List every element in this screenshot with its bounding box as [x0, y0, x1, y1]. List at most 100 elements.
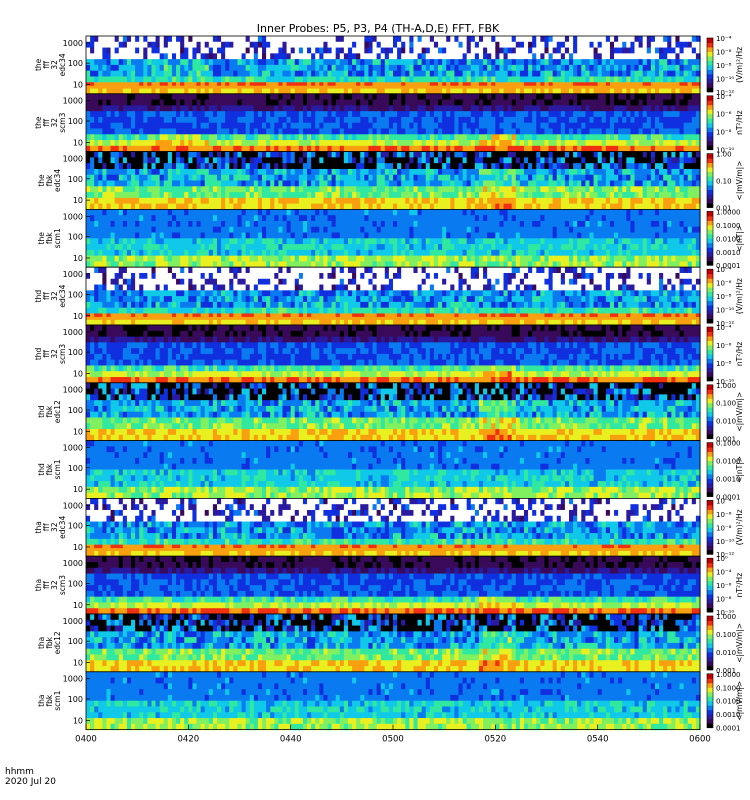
heatmap-cell	[347, 186, 353, 193]
heatmap-cell	[212, 122, 218, 130]
heatmap-cell	[675, 186, 681, 193]
heatmap-cell	[221, 59, 226, 66]
panel-label-line: 32	[50, 60, 59, 70]
heatmap-cell	[368, 157, 374, 164]
heatmap-cell	[102, 209, 108, 216]
heatmap-cell	[523, 151, 529, 158]
heatmap-cell	[495, 157, 501, 164]
heatmap-cell	[376, 99, 382, 106]
heatmap-cell	[225, 88, 230, 95]
heatmap-cell	[245, 226, 251, 234]
heatmap-cell	[274, 59, 279, 66]
heatmap-cell	[114, 64, 120, 72]
heatmap-cell	[573, 203, 578, 210]
heatmap-cell	[204, 99, 210, 106]
heatmap-cell	[126, 220, 132, 228]
heatmap-cell	[450, 151, 455, 158]
heatmap-cell	[208, 36, 214, 43]
heatmap-cell	[327, 140, 333, 147]
heatmap-cell	[650, 59, 656, 66]
heatmap-cell	[94, 209, 99, 216]
heatmap-cell	[450, 140, 455, 147]
heatmap-cell	[159, 111, 165, 118]
heatmap-cell	[675, 82, 681, 89]
heatmap-cell	[131, 238, 136, 245]
heatmap-cell	[683, 53, 689, 60]
heatmap-cell	[360, 53, 365, 60]
heatmap-cell	[155, 70, 161, 78]
heatmap-cell	[393, 88, 398, 95]
heatmap-cell	[638, 128, 644, 135]
heatmap-cell	[135, 59, 140, 66]
heatmap-cell	[679, 88, 685, 95]
heatmap-cell	[266, 70, 271, 78]
heatmap-cell	[294, 140, 300, 147]
heatmap-cell	[249, 88, 255, 95]
heatmap-cell	[253, 134, 259, 141]
heatmap-cell	[204, 116, 210, 124]
heatmap-cell	[564, 140, 570, 147]
heatmap-cell	[650, 157, 656, 164]
heatmap-cell	[368, 168, 374, 176]
heatmap-cell	[212, 59, 218, 66]
heatmap-cell	[634, 145, 640, 153]
heatmap-cell	[679, 163, 685, 170]
heatmap-cell	[675, 163, 681, 170]
heatmap-cell	[86, 203, 91, 210]
heatmap-cell	[569, 140, 574, 147]
heatmap-cell	[94, 105, 99, 112]
heatmap-cell	[315, 128, 320, 135]
heatmap-cell	[679, 192, 685, 199]
heatmap-cell	[446, 140, 451, 147]
heatmap-cell	[687, 203, 693, 210]
heatmap-cell	[626, 59, 632, 66]
heatmap-cell	[614, 70, 619, 78]
heatmap-cell	[176, 168, 181, 176]
heatmap-cell	[151, 180, 157, 187]
heatmap-cell	[552, 128, 558, 135]
heatmap-cell	[667, 82, 672, 89]
heatmap-cell	[466, 105, 472, 112]
heatmap-cell	[528, 88, 533, 95]
heatmap-cell	[409, 36, 415, 43]
heatmap-cell	[573, 76, 578, 83]
heatmap-cell	[262, 105, 267, 112]
heatmap-cell	[409, 47, 415, 54]
heatmap-cell	[417, 111, 423, 118]
heatmap-cell	[605, 203, 611, 210]
heatmap-cell	[110, 197, 116, 205]
heatmap-cell	[270, 36, 275, 43]
heatmap-cell	[560, 59, 566, 66]
heatmap-cell	[229, 192, 234, 199]
heatmap-cell	[388, 163, 394, 170]
heatmap-cell	[638, 163, 644, 170]
heatmap-cell	[356, 197, 361, 205]
heatmap-cell	[188, 232, 194, 239]
heatmap-cell	[221, 140, 226, 147]
heatmap-cell	[515, 151, 521, 158]
heatmap-cell	[601, 105, 607, 112]
heatmap-cell	[147, 140, 153, 147]
heatmap-cell	[229, 215, 234, 222]
heatmap-cell	[368, 76, 374, 83]
heatmap-cell	[397, 93, 402, 101]
heatmap-cell	[102, 203, 108, 210]
heatmap-cell	[532, 163, 537, 170]
heatmap-cell	[573, 41, 578, 49]
heatmap-cell	[98, 76, 103, 83]
heatmap-cell	[302, 128, 308, 135]
heatmap-cell	[601, 116, 607, 124]
heatmap-cell	[94, 47, 99, 54]
heatmap-cell	[372, 93, 378, 101]
heatmap-cell	[564, 122, 570, 130]
heatmap-cell	[442, 70, 447, 78]
heatmap-cell	[118, 53, 124, 60]
heatmap-cell	[679, 76, 685, 83]
heatmap-cell	[90, 70, 95, 78]
heatmap-cell	[90, 105, 95, 112]
heatmap-cell	[270, 163, 275, 170]
heatmap-cell	[176, 76, 181, 83]
heatmap-cell	[139, 105, 144, 112]
heatmap-cell	[163, 122, 169, 130]
colorbar-segment	[707, 64, 713, 70]
